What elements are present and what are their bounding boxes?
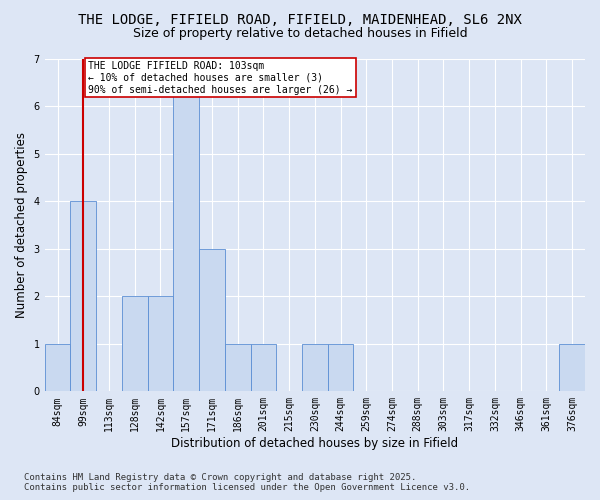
Bar: [559, 344, 585, 392]
X-axis label: Distribution of detached houses by size in Fifield: Distribution of detached houses by size …: [171, 437, 458, 450]
Bar: [251, 344, 276, 392]
Bar: [148, 296, 173, 392]
Text: Size of property relative to detached houses in Fifield: Size of property relative to detached ho…: [133, 28, 467, 40]
Bar: [70, 202, 96, 392]
Text: THE LODGE, FIFIELD ROAD, FIFIELD, MAIDENHEAD, SL6 2NX: THE LODGE, FIFIELD ROAD, FIFIELD, MAIDEN…: [78, 12, 522, 26]
Bar: [199, 249, 225, 392]
Bar: [173, 59, 199, 392]
Bar: [122, 296, 148, 392]
Bar: [44, 344, 70, 392]
Y-axis label: Number of detached properties: Number of detached properties: [15, 132, 28, 318]
Bar: [302, 344, 328, 392]
Bar: [328, 344, 353, 392]
Bar: [225, 344, 251, 392]
Text: THE LODGE FIFIELD ROAD: 103sqm
← 10% of detached houses are smaller (3)
90% of s: THE LODGE FIFIELD ROAD: 103sqm ← 10% of …: [88, 62, 353, 94]
Text: Contains HM Land Registry data © Crown copyright and database right 2025.
Contai: Contains HM Land Registry data © Crown c…: [24, 473, 470, 492]
